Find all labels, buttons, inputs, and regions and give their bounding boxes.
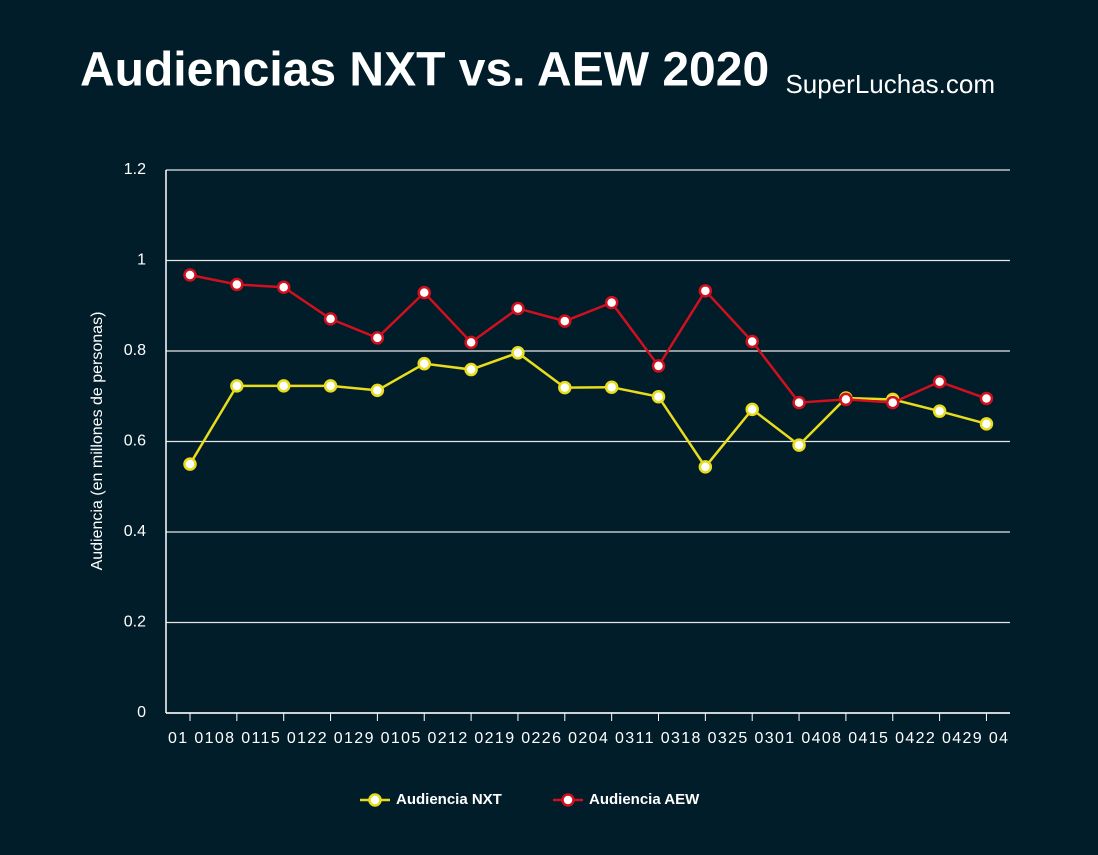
series-line [189,273,987,404]
point [932,404,947,418]
point [276,280,291,294]
y-tick-label: 0.6 [124,433,146,450]
point [511,301,525,316]
point [792,438,806,452]
point [464,362,478,377]
point [745,334,759,349]
point [370,383,385,398]
chart-title: Audiencias NXT vs. AEW 2020 [80,44,769,97]
point [604,380,619,394]
point [417,285,431,300]
source: SuperLuchas.com [785,69,995,99]
legend-marker [368,793,382,807]
point [979,417,994,431]
y-axis-label: Audiencia (en millones de personas) [89,312,106,571]
point [183,268,197,282]
point [604,295,619,310]
point [464,335,478,350]
point [698,460,713,474]
point [323,379,338,393]
point [979,391,994,406]
y-tick-label: 0.4 [124,523,146,540]
y-tick-label: 1.2 [124,161,146,178]
point [370,331,385,345]
point [932,375,947,389]
point [276,379,291,393]
series-line [188,351,987,469]
point [558,314,572,328]
point [511,346,525,360]
point [558,380,572,395]
legend-label: Audiencia NXT [396,791,502,808]
point [230,379,244,393]
point [792,395,806,410]
legend-label: Audiencia AEW [589,791,700,808]
point [698,284,713,298]
point [417,356,431,371]
point [839,392,853,407]
y-tick-label: 1 [137,252,146,269]
legend-marker [561,793,575,807]
point [651,359,666,373]
point [745,402,759,417]
point [886,395,900,410]
point [230,277,244,292]
y-tick-label: 0.2 [124,614,146,631]
y-tick-label: 0 [137,704,146,721]
point [323,312,338,326]
point [183,457,197,471]
x-tick-labels: 01 0108 0115 0122 0129 0105 0212 0219 02… [168,730,1008,747]
point [651,389,666,404]
y-tick-label: 0.8 [124,342,146,359]
